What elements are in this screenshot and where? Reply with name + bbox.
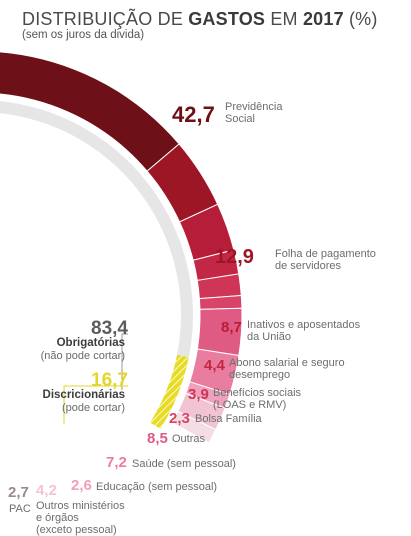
title-mid: EM: [265, 9, 303, 29]
slice-value-9: 4,2: [36, 482, 57, 499]
slice-value-10: 2,7: [8, 484, 29, 501]
slice-value-0: 42,7: [172, 102, 215, 127]
group-name-discricionarias: Discricionárias: [42, 389, 125, 401]
slice-label-line: Bolsa Família: [195, 413, 262, 425]
group-sub-discricionarias: (pode cortar): [62, 402, 125, 414]
title-prefix: DISTRIBUIÇÃO DE: [22, 9, 189, 29]
leader-obrigatorias: [121, 333, 128, 390]
group-name-obrigatorias: Obrigatórias: [56, 337, 125, 349]
slice-label-0: Previdência Social: [225, 101, 282, 125]
inner-arc-discricionarias: [150, 354, 189, 429]
slice-label-5: Bolsa Família: [195, 413, 262, 425]
group-value-obrigatorias: 83,4: [91, 318, 128, 339]
slice-value-7: 7,2: [106, 454, 127, 471]
slice-label-line: Abono salarial e seguro: [229, 357, 345, 369]
slice-label-1: Folha de pagamento de servidores: [275, 248, 376, 272]
slice-label-line: Benefícios sociais: [213, 387, 302, 399]
title-suffix: (%): [343, 9, 378, 29]
slice-label-line: Educação (sem pessoal): [96, 481, 218, 493]
group-value-discricionarias: 16,7: [91, 370, 128, 391]
slice-label-line: (exceto pessoal): [36, 524, 117, 536]
outer-ring: [0, 51, 243, 444]
slice-value-1: 12,9: [215, 246, 254, 268]
slice-label-6: Outras: [172, 433, 205, 445]
slice-value-5: 2,3: [169, 410, 190, 427]
group-sub-obrigatorias: (não pode cortar): [40, 350, 125, 362]
slice-value-2: 8,7: [221, 319, 242, 336]
slice-label-10: PAC: [9, 503, 31, 515]
slice-label-line: de servidores: [275, 260, 342, 272]
slice-value-4: 3,9: [188, 386, 209, 403]
chart-subtitle: (sem os juros da divida): [22, 29, 145, 41]
title-bold-year: 2017: [302, 9, 344, 29]
slice-label-line: desemprego: [229, 369, 291, 381]
slice-value-8: 2,6: [71, 477, 92, 494]
slice-label-line: Folha de pagamento: [275, 248, 376, 260]
slice-label-line: Saúde (sem pessoal): [132, 458, 236, 470]
slice-label-line: Inativos e aposentados: [247, 319, 361, 331]
slice-label-7: Saúde (sem pessoal): [132, 458, 236, 470]
slice-label-line: Outros ministérios: [36, 500, 125, 512]
slice-label-2: Inativos e aposentados da União: [247, 319, 360, 343]
slice-label-8: Educação (sem pessoal): [96, 481, 217, 493]
slice-label-line: da União: [247, 331, 292, 343]
slice-value-3: 4,4: [204, 357, 225, 374]
slice-label-line: Outras: [172, 433, 206, 445]
slice-label-line: PAC: [9, 503, 31, 515]
slice-label-line: Previdência: [225, 101, 283, 113]
slice-label-line: (LOAS e RMV): [213, 399, 287, 411]
inner-ring: [0, 101, 193, 429]
title-bold-gastos: GASTOS: [188, 9, 266, 29]
leader-lines: [63, 333, 128, 424]
slice-arc-10: [171, 410, 217, 444]
slice-label-line: e órgãos: [36, 512, 79, 524]
chart-title: DISTRIBUIÇÃO DE GASTOS EM 2017 (%): [22, 9, 378, 30]
slice-label-line: Social: [225, 113, 255, 125]
slice-label-4: Benefícios sociais (LOAS e RMV): [213, 387, 301, 411]
leader-discricionarias: [63, 385, 128, 424]
slice-value-6: 8,5: [147, 430, 168, 447]
slice-label-3: Abono salarial e seguro desemprego: [229, 357, 345, 381]
